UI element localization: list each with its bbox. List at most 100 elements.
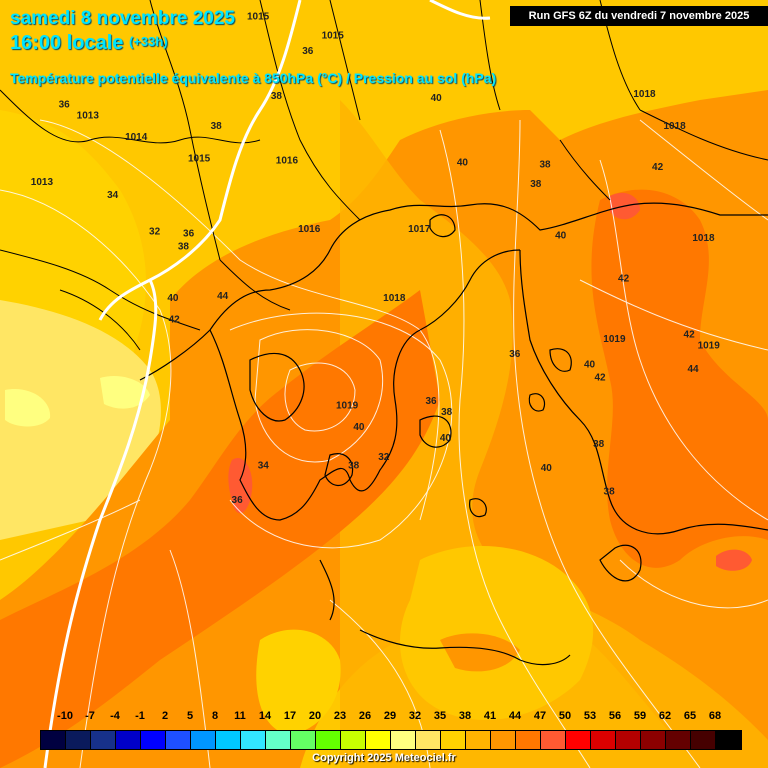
temperature-label: 38: [539, 160, 551, 171]
pressure-label: 1019: [603, 334, 626, 345]
temperature-zone-35b: [256, 629, 341, 735]
legend-swatch: [366, 731, 391, 749]
legend-tick-label: 44: [508, 710, 522, 722]
temperature-label: 44: [687, 364, 699, 375]
forecast-date: samedi 8 novembre 2025: [10, 8, 235, 29]
temperature-label: 40: [541, 463, 553, 474]
legend-swatch: [441, 731, 466, 749]
pressure-label: 1018: [663, 121, 686, 132]
legend-unit: (°C): [723, 736, 741, 747]
pressure-labels: 1015 1015 1013 1014 1015 1016 1013 1016 1017 1018…: [31, 11, 720, 411]
temperature-label: 42: [594, 373, 606, 384]
borders: [0, 0, 768, 351]
legend-swatch: [666, 731, 691, 749]
legend-tick-label: 29: [383, 710, 397, 722]
temperature-zone-32: [0, 300, 161, 540]
temperature-label: 32: [149, 226, 161, 237]
isobars: [0, 119, 768, 768]
legend-tick-label: 14: [258, 710, 272, 722]
forecast-time-label: 16:00 locale: [10, 32, 124, 54]
legend-tick-label: 65: [683, 710, 697, 722]
temperature-label: 44: [217, 291, 229, 302]
legend-swatch: [691, 731, 716, 749]
pressure-label: 1013: [77, 110, 100, 121]
temperature-label: 38: [593, 439, 605, 450]
temperature-zone-40: [440, 633, 520, 672]
legend-tick-label: 68: [708, 710, 722, 722]
pressure-label: 1016: [298, 224, 321, 235]
legend-swatch: [91, 731, 116, 749]
temperature-label: 38: [604, 487, 616, 498]
legend-swatch: [641, 731, 666, 749]
legend-tick-label: -7: [85, 710, 95, 722]
temperature-label: 38: [211, 121, 223, 132]
legend-swatch: [241, 731, 266, 749]
temperature-zone-42: [0, 290, 440, 768]
temperature-zone-30: [100, 375, 150, 409]
temperature-label: 36: [302, 46, 314, 57]
legend-tick-label: -4: [110, 710, 120, 722]
run-info: Run GFS 6Z du vendredi 7 novembre 2025: [510, 6, 768, 26]
legend-tick-label: 62: [658, 710, 672, 722]
legend-swatch: [116, 731, 141, 749]
temperature-label: 34: [107, 190, 119, 201]
temperature-label: 36: [425, 396, 437, 407]
temperature-label: 40: [555, 231, 567, 242]
temperature-label: 36: [59, 100, 71, 111]
pressure-label: 1018: [633, 89, 656, 100]
legend-swatch: [416, 731, 441, 749]
legend-tick-label: 23: [333, 710, 347, 722]
temperature-zone-42b: [591, 189, 768, 568]
legend-colorbar: [40, 730, 742, 750]
legend-swatch: [491, 731, 516, 749]
temperature-label: 42: [618, 274, 630, 285]
legend-swatch: [291, 731, 316, 749]
legend-swatch: [216, 731, 241, 749]
legend-tick-label: 59: [633, 710, 647, 722]
legend-tick-label: 11: [234, 710, 246, 722]
legend-tick-label: -1: [135, 710, 145, 722]
temperature-label: 40: [167, 293, 179, 304]
temperature-labels: 36 36 38 38 40 40 42 38 38 34 32 36 38 40 42 40 44 42 42 44…: [59, 46, 699, 506]
legend-tick-label: 5: [186, 710, 194, 722]
temperature-label: 38: [271, 91, 283, 102]
legend-tick-label: -10: [57, 710, 73, 722]
temperature-zone-44b: [716, 549, 752, 571]
legend-swatch: [716, 731, 741, 749]
temperature-label: 32: [378, 452, 390, 463]
pressure-label: 1016: [276, 155, 299, 166]
temperature-label: 40: [584, 360, 596, 371]
legend-tick-label: 47: [533, 710, 547, 722]
pressure-label: 1018: [692, 233, 715, 244]
temperature-label: 40: [431, 93, 443, 104]
temperature-label: 42: [684, 330, 696, 341]
legend-tick-label: 35: [433, 710, 447, 722]
parameter-title: Température potentielle équivalente à 85…: [10, 70, 497, 86]
pressure-label: 1019: [336, 401, 359, 412]
temperature-label: 38: [348, 461, 360, 472]
legend-tick-label: 8: [211, 710, 219, 722]
legend-swatch: [41, 731, 66, 749]
pressure-label: 1015: [188, 153, 211, 164]
legend-tick-label: 20: [308, 710, 322, 722]
copyright: Copyright 2025 Meteociel.fr: [312, 752, 456, 764]
legend-ticks: -10 -7 -4 -1 2 5 8 11 14 17 20 23 26 29 32 35 38 41 44 47 50…: [40, 710, 730, 726]
temperature-label: 34: [258, 461, 270, 472]
temperature-label: 42: [652, 162, 664, 173]
pressure-label: 1017: [408, 224, 431, 235]
pressure-label: 1015: [322, 31, 345, 42]
temperature-label: 36: [509, 349, 521, 360]
coastlines: [139, 202, 768, 666]
legend-tick-label: 2: [161, 710, 169, 722]
legend-swatch: [516, 731, 541, 749]
forecast-time: 16:00 locale (+33h): [10, 32, 168, 55]
pressure-label: 1019: [698, 340, 721, 351]
temperature-label: 40: [457, 158, 469, 169]
temperature-zone-30b: [5, 389, 51, 427]
front-lines: [43, 0, 491, 768]
legend-swatch: [66, 731, 91, 749]
legend-swatch: [616, 731, 641, 749]
legend-tick-label: 26: [358, 710, 372, 722]
temperature-label: 40: [353, 422, 365, 433]
temperature-label: 38: [178, 241, 190, 252]
